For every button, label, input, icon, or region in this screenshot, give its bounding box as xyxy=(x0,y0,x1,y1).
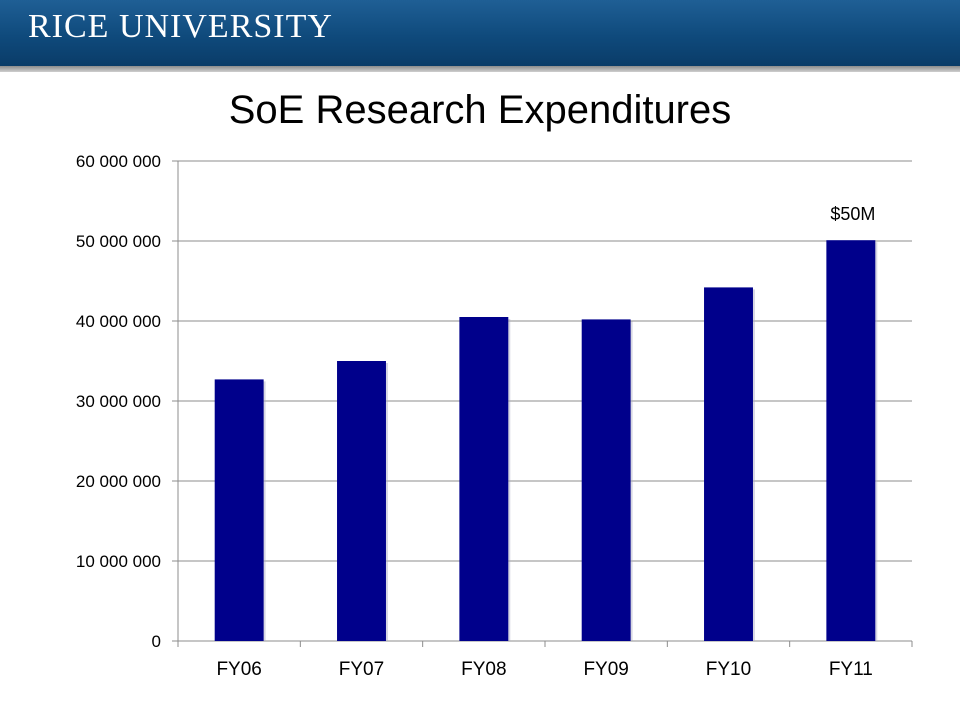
x-tick-label: FY07 xyxy=(339,659,384,680)
y-tick-label: 0 xyxy=(152,632,161,651)
y-tick-label: 30 000 000 xyxy=(76,392,161,411)
x-tick-label: FY09 xyxy=(583,659,628,680)
y-tick-label: 40 000 000 xyxy=(76,312,161,331)
y-tick-label: 60 000 000 xyxy=(76,152,161,171)
bar-fy11 xyxy=(826,240,876,641)
x-tick-label: FY08 xyxy=(461,659,506,680)
x-tick-label: FY11 xyxy=(829,659,873,680)
header-divider xyxy=(0,66,960,72)
y-tick-label: 20 000 000 xyxy=(76,472,161,491)
y-tick-label: 10 000 000 xyxy=(76,552,161,571)
x-tick-label: FY10 xyxy=(706,659,751,680)
bar-fy06 xyxy=(214,379,264,641)
bar-fy07 xyxy=(337,361,386,641)
university-logo: RICE UNIVERSITY xyxy=(28,8,333,45)
chart-title: SoE Research Expenditures xyxy=(228,88,732,132)
bar-fy10 xyxy=(704,287,753,641)
y-tick-label: 50 000 000 xyxy=(76,232,161,251)
data-label: $50M xyxy=(830,204,875,224)
x-tick-label: FY06 xyxy=(216,659,261,680)
bar-fy09 xyxy=(581,319,631,641)
header-banner: RICE UNIVERSITY xyxy=(0,0,960,66)
bar-fy08 xyxy=(459,317,509,641)
